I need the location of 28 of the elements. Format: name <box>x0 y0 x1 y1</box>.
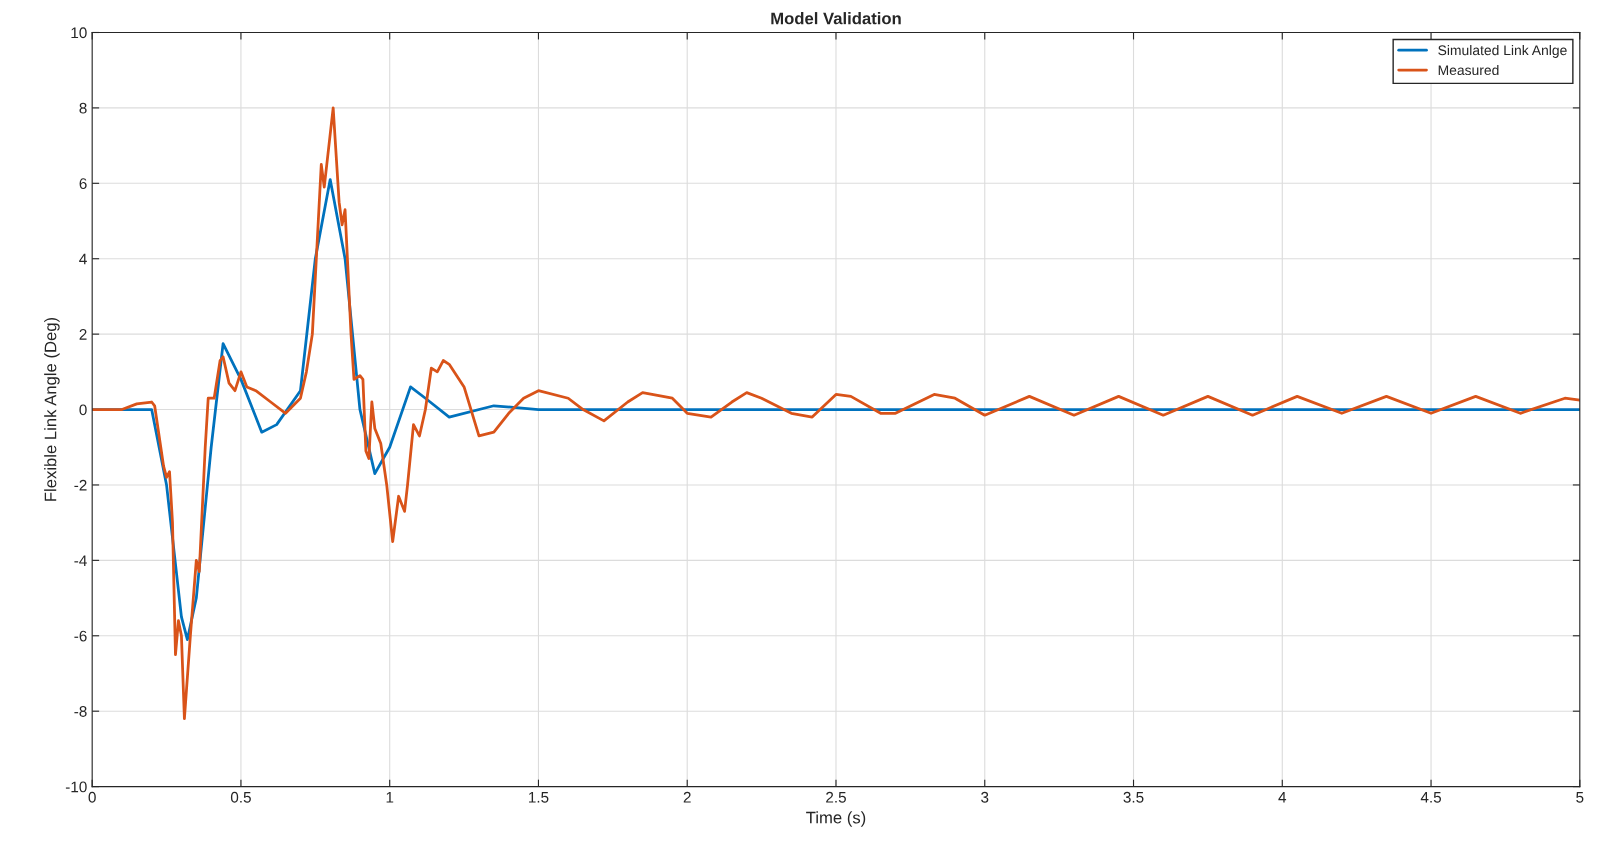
x-tick-label: 2.5 <box>826 791 846 803</box>
legend-label: Simulated Link Anlge <box>1438 44 1567 58</box>
x-tick-label: 4 <box>1278 792 1287 803</box>
legend-label: Measured <box>1438 64 1499 76</box>
y-axis-title: Flexible Link Angle (Deg) <box>44 317 60 501</box>
chart-title: Model Validation <box>771 12 901 25</box>
line-series <box>92 106 1580 721</box>
x-axis-title: Time (s) <box>806 811 866 827</box>
x-tick-label: 1 <box>386 792 394 803</box>
x-tick-label: 3.5 <box>1123 791 1144 803</box>
y-tick-label: -4 <box>74 555 87 566</box>
y-tick-label: 2 <box>79 329 87 340</box>
x-tick-label: 5 <box>1576 792 1584 803</box>
x-tick-label: 4.5 <box>1420 792 1442 803</box>
y-tick-label: 6 <box>79 178 87 189</box>
y-tick-label: 10 <box>71 27 87 39</box>
x-tick-label: 3 <box>981 791 989 803</box>
y-tick-label: -2 <box>74 479 87 491</box>
y-tick-label: -10 <box>65 781 87 793</box>
y-tick-label: 4 <box>79 253 87 265</box>
y-tick-label: -6 <box>74 630 87 642</box>
x-tick-label: 0.5 <box>230 791 251 803</box>
x-tick-label: 0 <box>88 791 96 803</box>
x-tick-label: 2 <box>683 791 691 803</box>
y-tick-label: -8 <box>74 706 87 717</box>
y-tick-label: 8 <box>79 102 87 114</box>
y-tick-label: 0 <box>79 404 87 416</box>
x-tick-label: 1.5 <box>529 792 549 803</box>
